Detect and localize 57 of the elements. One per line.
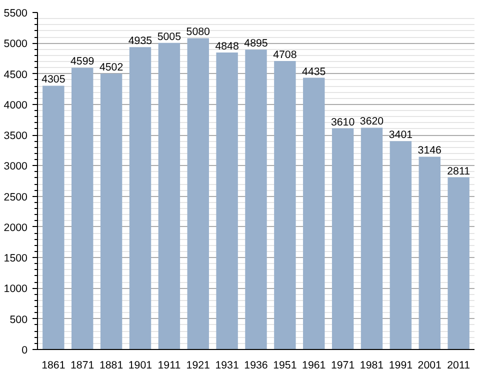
x-tick-label: 1971 (330, 360, 355, 372)
bar (332, 128, 354, 350)
data-label: 4708 (273, 49, 297, 62)
bar (100, 74, 122, 350)
data-label: 5080 (186, 26, 210, 38)
x-tick-label: 1901 (128, 360, 152, 372)
data-label: 2811 (447, 165, 470, 178)
bar (390, 141, 412, 350)
data-label: 4435 (302, 66, 326, 78)
x-tick-label: 1921 (186, 360, 210, 372)
x-tick-label: 2011 (447, 360, 470, 372)
data-label: 3620 (360, 116, 384, 128)
y-tick-label: 5000 (4, 38, 28, 50)
bar (360, 128, 383, 350)
x-tick-label: 2001 (418, 360, 442, 372)
x-tick-label: 1861 (42, 360, 66, 372)
y-tick-label: 2000 (4, 222, 28, 234)
x-tick-label: 1961 (302, 360, 326, 372)
data-label: 4502 (99, 62, 124, 74)
data-label: 4895 (244, 38, 268, 50)
bar (42, 86, 64, 350)
bar (303, 78, 325, 350)
y-tick-label: 2500 (4, 191, 28, 204)
data-label: 4305 (42, 74, 66, 86)
bar (187, 38, 209, 350)
y-tick-label: 0 (22, 344, 28, 356)
data-label: 4935 (128, 35, 152, 48)
y-tick-label: 3500 (4, 130, 28, 142)
bar (448, 177, 470, 350)
data-label: 3401 (388, 129, 413, 142)
bar (72, 68, 94, 350)
y-tick-label: 1000 (4, 283, 28, 296)
data-label: 3146 (418, 144, 442, 157)
y-tick-label: 500 (10, 314, 28, 326)
bar (274, 61, 296, 350)
x-tick-label: 1871 (70, 360, 94, 372)
x-tick-label: 1981 (360, 360, 384, 372)
bar (418, 156, 440, 350)
x-tick-label: 1936 (244, 360, 268, 372)
bar (216, 52, 238, 350)
x-tick-label: 1881 (99, 360, 124, 372)
x-tick-label: 1911 (158, 360, 181, 372)
bar (245, 50, 267, 350)
y-tick-label: 4000 (4, 99, 28, 112)
y-tick-label: 5500 (4, 8, 28, 20)
data-label: 4848 (215, 40, 239, 52)
y-tick-label: 1500 (4, 252, 28, 265)
data-label: 3610 (330, 116, 355, 128)
data-label: 4599 (70, 56, 94, 68)
data-label: 5005 (157, 30, 182, 43)
x-tick-label: 1931 (215, 360, 239, 372)
y-tick-label: 4500 (4, 68, 28, 81)
x-tick-label: 1991 (388, 360, 413, 372)
bar (129, 47, 152, 350)
x-tick-label: 1951 (273, 360, 297, 372)
y-tick-label: 3000 (4, 160, 28, 173)
bar (158, 42, 180, 350)
